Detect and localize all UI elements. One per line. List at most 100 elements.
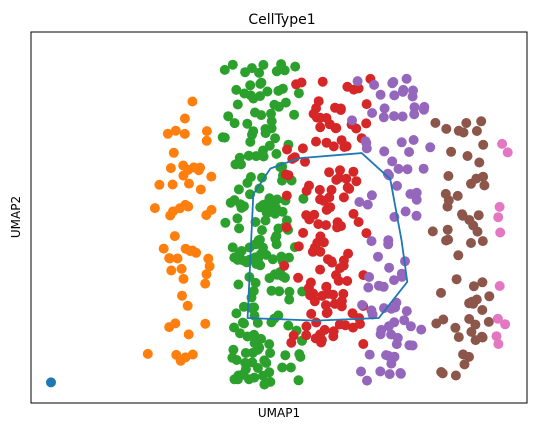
scatter-point-pink xyxy=(493,339,503,349)
scatter-point-purple xyxy=(364,272,374,282)
scatter-point-green xyxy=(242,178,252,188)
scatter-point-brown xyxy=(478,172,488,182)
scatter-point-purple xyxy=(402,74,412,84)
scatter-point-orange xyxy=(180,114,190,124)
scatter-point-green xyxy=(280,273,290,283)
scatter-point-pink xyxy=(495,228,505,238)
scatter-point-purple xyxy=(404,147,414,157)
scatter-point-orange xyxy=(164,322,174,332)
scatter-point-red xyxy=(311,137,321,147)
scatter-point-red xyxy=(289,331,299,341)
scatter-point-brown xyxy=(474,210,484,220)
scatter-point-brown xyxy=(484,317,494,327)
scatter-point-red xyxy=(362,99,372,109)
scatter-point-orange xyxy=(177,264,187,274)
scatter-point-purple xyxy=(363,283,373,293)
scatter-point-brown xyxy=(477,277,487,287)
scatter-point-orange xyxy=(164,253,174,263)
scatter-point-purple xyxy=(369,80,379,90)
scatter-point-green xyxy=(295,352,305,362)
scatter-point-red xyxy=(339,255,349,265)
scatter-point-orange xyxy=(143,349,153,359)
scatter-point-red xyxy=(310,243,320,253)
scatter-point-brown xyxy=(441,236,451,246)
scatter-point-purple xyxy=(398,85,408,95)
scatter-point-brown xyxy=(477,305,487,315)
scatter-point-orange xyxy=(178,161,188,171)
scatter-point-red xyxy=(279,261,289,271)
scatter-point-brown xyxy=(457,209,467,219)
scatter-point-purple xyxy=(402,306,412,316)
scatter-point-purple xyxy=(425,142,435,152)
scatter-point-red xyxy=(315,185,325,195)
scatter-point-brown xyxy=(466,238,476,248)
scatter-point-orange xyxy=(184,329,194,339)
scatter-point-green xyxy=(276,252,286,262)
scatter-point-purple xyxy=(362,143,372,153)
scatter-point-orange xyxy=(181,244,191,254)
scatter-point-green xyxy=(271,203,281,213)
scatter-point-green xyxy=(228,345,238,355)
scatter-point-brown xyxy=(460,359,470,369)
scatter-point-green xyxy=(237,203,247,213)
scatter-point-purple xyxy=(416,325,426,335)
scatter-point-red xyxy=(282,145,292,155)
scatter-point-brown xyxy=(472,126,482,136)
scatter-point-purple xyxy=(367,190,377,200)
scatter-point-red xyxy=(329,141,339,151)
scatter-point-green xyxy=(233,255,243,265)
scatter-point-green xyxy=(241,348,251,358)
scatter-point-purple xyxy=(347,115,357,125)
scatter-point-red xyxy=(342,276,352,286)
scatter-point-green xyxy=(277,363,287,373)
scatter-point-orange xyxy=(202,136,212,146)
scatter-point-red xyxy=(310,296,320,306)
scatter-point-purple xyxy=(357,300,367,310)
scatter-point-green xyxy=(289,110,299,120)
scatter-point-green xyxy=(256,110,266,120)
scatter-point-green xyxy=(251,151,261,161)
scatter-point-purple xyxy=(395,368,405,378)
scatter-point-brown xyxy=(469,281,479,291)
scatter-point-brown xyxy=(478,236,488,246)
scatter-point-brown xyxy=(431,319,441,329)
scatter-point-red xyxy=(294,241,304,251)
scatter-point-red xyxy=(325,119,335,129)
scatter-point-brown xyxy=(441,124,451,134)
points-layer xyxy=(46,59,513,389)
scatter-point-green xyxy=(218,132,228,142)
scatter-point-brown xyxy=(430,118,440,128)
scatter-point-purple xyxy=(389,275,399,285)
scatter-point-red xyxy=(284,170,294,180)
scatter-point-red xyxy=(328,331,338,341)
x-axis-label: UMAP1 xyxy=(258,406,300,420)
scatter-point-green xyxy=(229,195,239,205)
scatter-point-brown xyxy=(450,323,460,333)
scatter-point-orange xyxy=(169,148,179,158)
scatter-point-red xyxy=(311,318,321,328)
scatter-point-brown xyxy=(443,171,453,181)
scatter-point-pink xyxy=(495,281,505,291)
scatter-point-brown xyxy=(436,367,446,377)
scatter-point-red xyxy=(301,321,311,331)
scatter-point-red xyxy=(348,308,358,318)
scatter-point-green xyxy=(220,65,230,75)
scatter-point-orange xyxy=(202,126,212,136)
scatter-point-purple xyxy=(380,103,390,113)
scatter-point-purple xyxy=(409,135,419,145)
scatter-point-red xyxy=(355,319,365,329)
scatter-point-purple xyxy=(389,111,399,121)
scatter-point-red xyxy=(361,118,371,128)
scatter-point-purple xyxy=(408,341,418,351)
scatter-point-orange xyxy=(201,210,211,220)
scatter-point-orange xyxy=(206,172,216,182)
scatter-point-green xyxy=(232,213,242,223)
scatter-point-orange xyxy=(196,185,206,195)
scatter-point-green xyxy=(259,380,269,390)
scatter-point-brown xyxy=(428,226,438,236)
scatter-point-purple xyxy=(394,164,404,174)
scatter-point-brown xyxy=(468,221,478,231)
scatter-point-orange xyxy=(150,203,160,213)
scatter-point-purple xyxy=(354,197,364,207)
